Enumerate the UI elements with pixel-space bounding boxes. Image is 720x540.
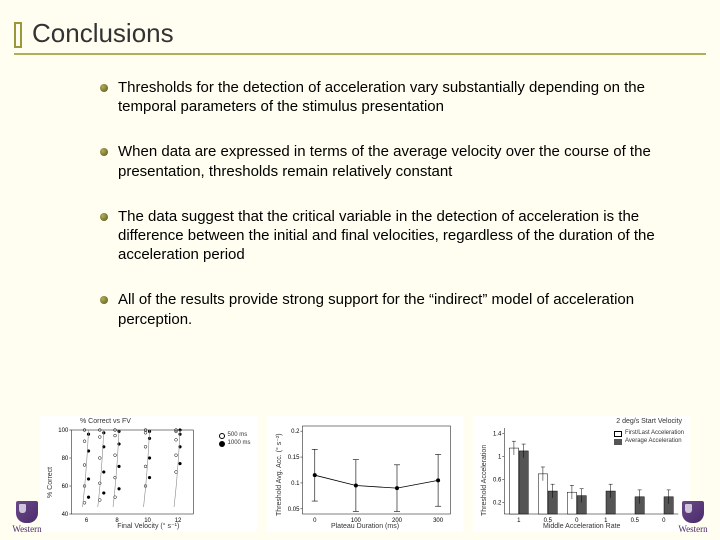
chart-mid: Threshold Avg. Acc. (° s⁻²) Plateau Dura… bbox=[267, 416, 464, 532]
chart-mid-ylabel: Threshold Avg. Acc. (° s⁻²) bbox=[275, 433, 283, 516]
chart-mid-xlabel: Plateau Duration (ms) bbox=[267, 523, 464, 530]
bullet-text: The data suggest that the critical varia… bbox=[118, 207, 670, 265]
charts-row: % Correct vs FV % Correct Final Velocity… bbox=[40, 416, 690, 532]
chart-left-title: % Correct vs FV bbox=[80, 418, 131, 425]
bullet-text: Thresholds for the detection of accelera… bbox=[118, 78, 670, 116]
chart-right-xlabel: Middle Acceleration Rate bbox=[473, 523, 690, 530]
svg-text:40: 40 bbox=[62, 512, 69, 518]
shield-icon bbox=[16, 501, 38, 523]
svg-text:0.1: 0.1 bbox=[291, 481, 300, 487]
svg-text:0.2: 0.2 bbox=[493, 501, 502, 507]
logo-left: Western bbox=[6, 501, 48, 534]
chart-right-title: 2 deg/s Start Velocity bbox=[616, 418, 682, 425]
title-region: Conclusions bbox=[14, 18, 706, 55]
bullet-list: Thresholds for the detection of accelera… bbox=[100, 78, 670, 355]
svg-text:0.2: 0.2 bbox=[291, 429, 300, 435]
legend-label: Average Acceleration bbox=[625, 438, 682, 446]
bullet-item: The data suggest that the critical varia… bbox=[100, 207, 670, 265]
svg-text:60: 60 bbox=[62, 484, 69, 490]
legend-label: 1000 ms bbox=[228, 440, 251, 448]
logo-text: Western bbox=[672, 524, 714, 534]
bullet-item: All of the results provide strong suppor… bbox=[100, 290, 670, 328]
svg-text:0.6: 0.6 bbox=[493, 478, 502, 484]
svg-text:80: 80 bbox=[62, 456, 69, 462]
bullet-item: Thresholds for the detection of accelera… bbox=[100, 78, 670, 116]
logo-right: Western bbox=[672, 501, 714, 534]
svg-text:1.4: 1.4 bbox=[493, 432, 502, 438]
chart-mid-svg: 0.050.10.150.20100200300 bbox=[267, 416, 464, 532]
logo-text: Western bbox=[6, 524, 48, 534]
shield-icon bbox=[682, 501, 704, 523]
chart-left-legend: 500 ms 1000 ms bbox=[219, 432, 251, 448]
bullet-icon bbox=[100, 148, 108, 156]
bullet-text: All of the results provide strong suppor… bbox=[118, 290, 670, 328]
svg-text:0.15: 0.15 bbox=[287, 455, 299, 461]
chart-right-legend: First/Last Acceleration Average Accelera… bbox=[614, 430, 684, 446]
bullet-icon bbox=[100, 213, 108, 221]
bullet-icon bbox=[100, 296, 108, 304]
chart-right-ylabel: Threshold Acceleration bbox=[481, 445, 488, 516]
svg-text:1: 1 bbox=[498, 455, 502, 461]
bullet-item: When data are expressed in terms of the … bbox=[100, 142, 670, 180]
chart-left-xlabel: Final Velocity (° s⁻¹) bbox=[40, 522, 257, 530]
svg-text:0.05: 0.05 bbox=[287, 507, 299, 513]
chart-right: 2 deg/s Start Velocity Threshold Acceler… bbox=[473, 416, 690, 532]
legend-label: 500 ms bbox=[228, 432, 248, 440]
svg-text:100: 100 bbox=[58, 428, 69, 434]
legend-label: First/Last Acceleration bbox=[625, 430, 684, 438]
bullet-text: When data are expressed in terms of the … bbox=[118, 142, 670, 180]
chart-left-ylabel: % Correct bbox=[47, 467, 54, 498]
title-accent-box bbox=[14, 22, 22, 48]
chart-left: % Correct vs FV % Correct Final Velocity… bbox=[40, 416, 257, 532]
bullet-icon bbox=[100, 84, 108, 92]
slide-title: Conclusions bbox=[14, 18, 706, 55]
